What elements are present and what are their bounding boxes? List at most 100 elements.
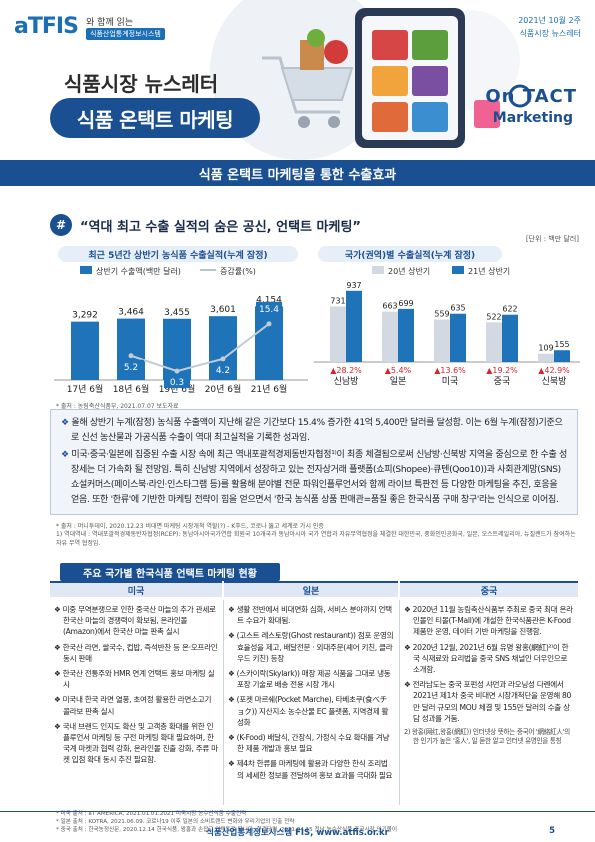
list-item: ❖ (스카이락(Skylark)) 매장 제공 식품을 그대로 냉동포장 기술로… — [228, 669, 391, 690]
col-china: ❖ 2020년 11월 농림축산식품부 주최로 중국 최대 온라인몰인 티몰(T… — [400, 600, 578, 805]
x-tick-label: 미국 — [442, 376, 459, 387]
issue-info: 2021년 10월 2주 식품시장 뉴스레터 — [518, 14, 581, 40]
bar-value-label: 937 — [346, 281, 361, 290]
rate-label: 0.3 — [170, 378, 184, 388]
col-header-usa: 미국 — [50, 581, 222, 597]
growth-label: ▲5.4% — [385, 366, 412, 375]
list-item: ❖ 한국산 전통주와 HMR 연계 언택트 홍보 마케팅 실시 — [54, 669, 215, 690]
col-japan: ❖ 생활 전반에서 비대면화 심화, 서비스 분야까지 언택트 수요가 확대됨.… — [224, 600, 398, 805]
chart1-title: 최근 5년간 상반기 농식품 수출실적(누계 잠정) — [58, 246, 298, 262]
column-divider — [223, 600, 224, 805]
hash-icon: # — [50, 214, 72, 236]
chart1: 상반기 수출액(백만 달러) 증감률(%) 3,292 17년 6월 3,464 18년 … — [54, 266, 308, 395]
logo: aTFIS — [14, 14, 79, 39]
list-item: ❖ 2020년 12월, 2021년 6월 유명 왕홍(網紅)²⁾이 한국 식재… — [404, 642, 569, 675]
issue-label: 식품시장 뉴스레터 — [519, 29, 581, 38]
x-tick-label: 17년 6월 — [67, 383, 104, 395]
bar-2021 — [502, 314, 518, 362]
col-header-china: 중국 — [400, 581, 578, 597]
rate-point — [174, 368, 180, 374]
bar-value-label: 155 — [554, 340, 569, 349]
diamond-icon: ❖ — [61, 450, 72, 460]
legend-swatch-bar — [80, 266, 92, 274]
bar-2020 — [434, 319, 450, 362]
bar-value-label: 663 — [382, 302, 397, 311]
col-header-japan: 일본 — [224, 581, 398, 597]
x-tick-label: 신북방 — [542, 376, 567, 387]
footnote-wanghong: 2) 왕홍(网红,왕홍(網紅)) 인터넷상 뜻하는 중국어 '網絡紅人'의 한 … — [404, 728, 570, 746]
list-item: ❖ (포켓 마르쉐(Pocket Marche), 타베초쿠(食べチョク)) 지… — [228, 695, 389, 727]
footer-line — [0, 811, 595, 812]
legend-label: 상반기 수출액(백만 달러) — [96, 266, 181, 276]
logo-subtitle: 식품산업통계정보시스템 — [86, 28, 165, 40]
chart2-title: 국가(권역)별 수출실적(누계 잠정) — [318, 246, 502, 262]
list-item: ❖ 한국산 라면, 쌀국수, 컵밥, 즉석반찬 등 온·오프라인 동시 판매 — [54, 642, 218, 663]
header: aTFIS 와 함께 읽는 식품산업통계정보시스템 2021년 10월 2주 식… — [0, 0, 595, 160]
bar-2021 — [346, 290, 362, 362]
bar-value-label: 559 — [434, 310, 449, 319]
bar-2020 — [330, 306, 346, 362]
legend-label: 21년 상반기 — [468, 266, 510, 276]
status-title: 주요 국가별 한국식품 언택트 마케팅 현황 — [60, 563, 280, 581]
list-item: ❖ 국내 브랜드 인지도 확산 및 고객층 확대를 위한 인플루언서 마케팅 등… — [54, 721, 218, 765]
rate-label: 4.2 — [216, 366, 230, 376]
page-title: 식품 온택트 마케팅 — [50, 98, 260, 138]
summary-item: ❖ 미국·중국·일본에 집중된 수출 시장 속에 최근 역내포괄적경제동반자협정… — [61, 450, 567, 505]
ontact-logo: On TACT — [485, 86, 577, 107]
ontact-logo-sub: Marketing — [492, 110, 573, 126]
bar-value-label: 3,292 — [72, 311, 98, 321]
growth-label: ▲19.2% — [486, 366, 518, 375]
bar-2020 — [382, 311, 398, 362]
list-item: ❖ 제4차 한류를 마케팅에 활용과 다양한 한식 조리법의 세세한 정보를 전… — [228, 759, 393, 780]
bar-value-label: 622 — [502, 305, 517, 314]
footnote-rcep: 1) 역대역내 : 역내포괄적경제동반자협정(RCEP): 동남아시아국가연합 … — [56, 531, 576, 547]
rate-label: 5.2 — [124, 363, 138, 373]
list-item: ❖ 미중 무역분쟁으로 인한 중국산 마늘의 추가 관세로 한국산 마늘의 경쟁… — [54, 605, 216, 637]
headline: “역대 최고 수출 실적의 숨은 공신, 언택트 마케팅” — [80, 220, 361, 235]
chart1-source: * 출처 : 농림축산식품부, 2021.07.07 보도자료 — [56, 403, 179, 410]
bar-2020 — [486, 322, 502, 362]
bar-value-label: 3,464 — [118, 308, 144, 318]
bar — [71, 321, 99, 380]
issue-date: 2021년 10월 2주 — [518, 16, 581, 25]
bar-value-label: 109 — [538, 344, 553, 353]
x-tick-label: 중국 — [494, 376, 511, 387]
bar-value-label: 731 — [330, 296, 345, 305]
rate-label: 15.4 — [259, 305, 279, 315]
x-tick-label: 일본 — [390, 376, 407, 387]
summary-item: ❖ 올해 상반기 누계(잠정) 농식품 수출액이 지난해 같은 기간보다 15.… — [61, 418, 563, 443]
newsletter-title: 식품시장 뉴스레터 — [64, 72, 219, 96]
col-usa: ❖ 미중 무역분쟁으로 인한 중국산 마늘의 추가 관세로 한국산 마늘의 경쟁… — [50, 600, 222, 805]
legend-label: 20년 상반기 — [388, 266, 430, 276]
table-sources: * 미국 출처 : aT AMERICA, 2021.01.01.2021 미국… — [56, 811, 398, 833]
list-item: ❖ (K-Food) 배달식, 간장식, 가정식 수요 확대를 겨냥한 제품 개… — [228, 733, 390, 754]
rate-label-bg — [256, 301, 282, 315]
bar-value-label: 522 — [486, 312, 501, 321]
list-item: ❖ 전라남도는 중국 포펀성 샤먼과 라오닝성 다롄에서 2021년 제1차 중… — [404, 680, 572, 723]
logo-tagline: 와 함께 읽는 — [86, 18, 134, 28]
list-item: ❖ 미국내 한국 라면 열풍, 초여정 활용한 라면소고기 콜라보 판촉 실시 — [54, 695, 212, 716]
rate-point — [128, 353, 134, 359]
rate-line — [130, 323, 270, 373]
bar-2021 — [554, 350, 570, 362]
unit-label: [단위 : 백만 달러] — [525, 235, 579, 243]
page-number: 5 — [549, 826, 555, 836]
bar-value-label: 4,154 — [256, 295, 282, 305]
legend-swatch-2020 — [372, 266, 384, 274]
rate-label-bg — [118, 359, 144, 373]
growth-label: ▲28.2% — [330, 366, 362, 375]
bar-value-label: 3,601 — [210, 305, 236, 315]
rate-point — [266, 321, 272, 327]
rate-label-bg — [210, 362, 236, 376]
x-tick-label: 신남방 — [334, 376, 359, 387]
summary-source: * 출처 : 머니투데이, 2020.12.23 비대면 마케팅 시장개척 역할… — [56, 523, 324, 530]
subtitle-bar: 식품 온택트 마케팅을 통한 수출효과 — [0, 160, 595, 186]
list-item: ❖ 2020년 11월 농림축산식품부 주최로 중국 최대 온라인몰인 티몰(T… — [404, 605, 573, 637]
diamond-icon: ❖ — [61, 418, 72, 428]
legend-label: 증감률(%) — [220, 266, 256, 276]
growth-label: ▲13.6% — [434, 366, 466, 375]
footer-link[interactable]: 식품산업통계정보시스템 FIS, www.atfis.or.kr — [206, 828, 389, 838]
list-item: ❖ (고스트 레스토랑(Ghost restaurant)) 점포 운영의 효율… — [228, 631, 394, 663]
bar-2020 — [538, 353, 554, 362]
